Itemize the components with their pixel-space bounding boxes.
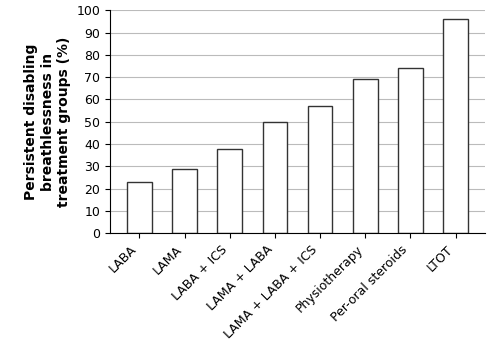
Y-axis label: Persistent disabling
breathlessness in
treatment groups (%): Persistent disabling breathlessness in t… [24, 37, 71, 207]
Bar [127, 182, 152, 233]
Bar [262, 122, 287, 233]
Bar [398, 68, 423, 233]
Bar [443, 19, 468, 233]
Bar [172, 168, 197, 233]
Bar [218, 149, 242, 233]
Bar [308, 106, 332, 233]
Bar [353, 79, 378, 233]
